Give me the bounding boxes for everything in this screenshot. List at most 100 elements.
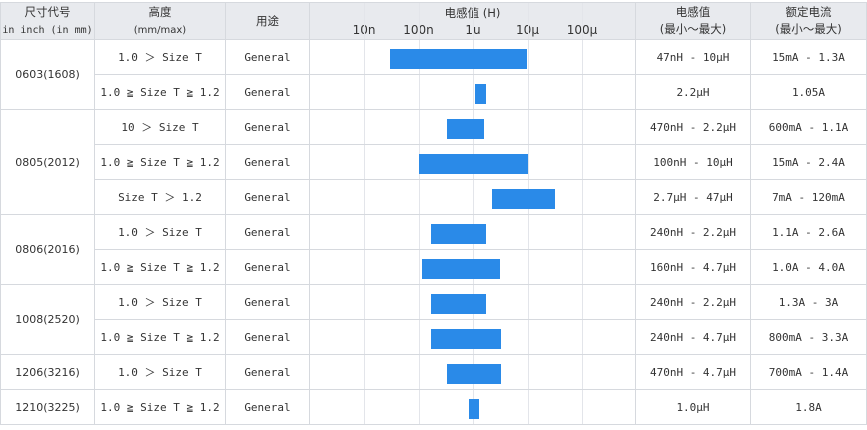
inductance-cell: 2.2μH [635,74,751,110]
inductance-range-bar [390,49,528,69]
inductance-cell: 240nH - 2.2μH [635,284,751,320]
gridline [418,110,420,144]
gridline [527,320,529,354]
gridline [527,390,529,424]
use-cell: General [225,354,310,390]
current-cell: 700mA - 1.4A [750,354,867,390]
gridline [527,75,529,109]
inductance-range-bar [475,84,486,104]
chart-cell [309,74,636,110]
height-cell: 1.0 ≧ Size T ≧ 1.2 [94,389,226,425]
current-cell: 7mA - 120mA [750,179,867,215]
header-height: 高度 (mm/max) [94,2,226,40]
chart-title: 电感值 (H) [444,6,501,20]
height-cell: 1.0 ＞ Size T [94,214,226,250]
gridline [418,180,420,214]
height-cell: 1.0 ≧ Size T ≧ 1.2 [94,249,226,285]
gridline [364,250,365,284]
table-row: 1.0 ≧ Size T ≧ 1.2 General 2.2μH 1.05A [1,74,867,110]
use-cell: General [225,179,310,215]
gridline [582,145,583,179]
gridline [582,355,583,389]
gridline [364,390,365,424]
inductance-range-bar [491,189,556,209]
size-cell: 0806(2016) [0,214,95,285]
gridline [364,180,365,214]
inductance-range-bar [447,119,485,139]
height-cell: 10 ＞ Size T [94,109,226,145]
current-cell: 1.8A [750,389,867,425]
chart-cell [309,284,636,320]
gridline [418,215,420,249]
header-height-sub: (mm/max) [133,24,187,36]
height-cell: 1.0 ＞ Size T [94,284,226,320]
chart-cell [309,354,636,390]
use-cell: General [225,284,310,320]
gridline [364,75,365,109]
use-cell: General [225,214,310,250]
header-use: 用途 [225,2,310,40]
gridline [582,3,583,39]
use-cell: General [225,144,310,180]
current-cell: 600mA - 1.1A [750,109,867,145]
gridline [473,75,474,109]
gridline [582,40,583,74]
gridline [527,110,529,144]
table-row: 1.0 ≧ Size T ≧ 1.2 General 100nH - 10μH 15m… [1,144,867,180]
gridline [418,390,420,424]
table-row: 1210(3225) 1.0 ≧ Size T ≧ 1.2 General 1.0μH… [0,389,867,425]
header-cur-label: 额定电流 [785,5,832,19]
header-ind-label: 电感值 [675,5,711,19]
height-cell: 1.0 ≧ Size T ≧ 1.2 [94,144,226,180]
gridline [582,390,583,424]
gridline [527,215,529,249]
size-cell: 0805(2012) [0,109,95,215]
inductance-cell: 160nH - 4.7μH [635,249,751,285]
inductance-range-bar [421,259,500,279]
current-cell: 1.0A - 4.0A [750,249,867,285]
inductance-range-bar [431,224,486,244]
table-row: 0805(2012) 10 ＞ Size T General 470nH - 2.2μ… [0,109,867,215]
gridline [364,285,365,319]
inductance-range-bar [431,329,501,349]
gridline [418,285,420,319]
gridline [364,40,365,74]
size-cell: 1008(2520) [0,284,95,355]
gridline [364,355,365,389]
gridline [364,215,365,249]
chart-cell [309,39,636,75]
chart-cell [309,214,636,250]
size-cell: 0603(1608) [0,39,95,110]
header-ind-sub: (最小～最大) [659,22,727,36]
gridline [527,285,529,319]
chart-cell [309,109,636,145]
gridline [364,320,365,354]
chart-cell [309,249,636,285]
inductance-cell: 100nH - 10μH [635,144,751,180]
use-cell: General [225,39,310,75]
height-cell: 1.0 ＞ Size T [94,39,226,75]
height-cell: 1.0 ＞ Size T [94,354,226,390]
inductance-cell: 240nH - 4.7μH [635,319,751,355]
current-cell: 1.3A - 3A [750,284,867,320]
use-cell: General [225,249,310,285]
gridline [418,355,420,389]
gridline [582,215,583,249]
gridline [418,75,420,109]
gridline [418,320,420,354]
height-cell: Size T ＞ 1.2 [94,179,226,215]
table-row: 1206(3216) 1.0 ＞ Size T General 470nH - 4.7… [0,354,867,390]
current-cell: 1.1A - 2.6A [750,214,867,250]
gridline [364,3,365,39]
inductance-range-bar [469,399,480,419]
header-size-label: 尺寸代号 [24,4,71,19]
gridline [582,110,583,144]
inductance-cell: 2.7μH - 47μH [635,179,751,215]
gridline [473,3,474,39]
header-chart: 电感值 (H)10n100n1u10µ100µ [309,2,636,40]
inductance-cell: 47nH - 10μH [635,39,751,75]
use-cell: General [225,74,310,110]
current-cell: 15mA - 1.3A [750,39,867,75]
